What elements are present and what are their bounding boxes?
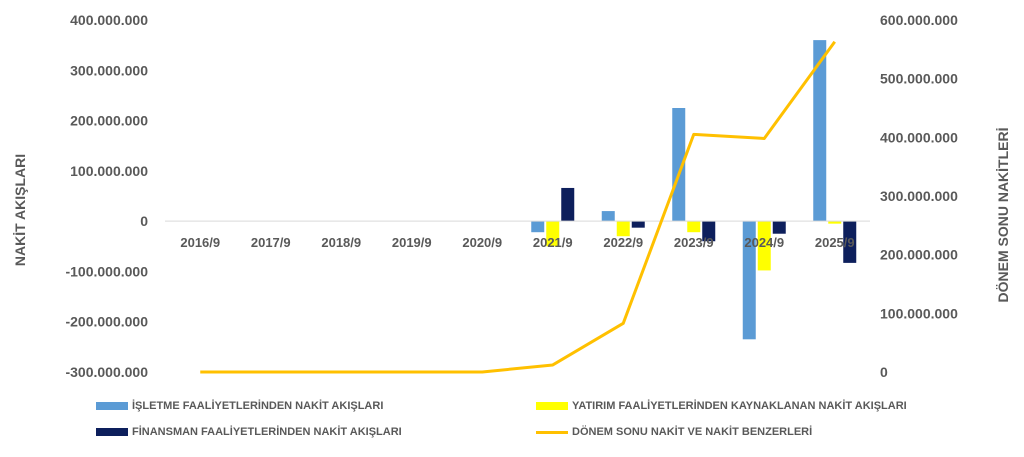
x-tick-label: 2024/9 xyxy=(744,235,784,250)
x-tick-label: 2016/9 xyxy=(180,235,220,250)
bars-layer xyxy=(531,40,857,340)
y-tick-label: -200.000.000 xyxy=(65,314,148,330)
y2-tick-label: 100.000.000 xyxy=(880,305,958,321)
legend-item-yatirim: YATIRIM FAALİYETLERİNDEN KAYNAKLANAN NAK… xyxy=(536,400,907,412)
y2-tick-label: 400.000.000 xyxy=(880,129,958,145)
bar-2-2024-9 xyxy=(757,221,771,271)
x-tick-label: 2021/9 xyxy=(533,235,573,250)
bar-3-2022-9 xyxy=(631,221,645,228)
bar-1-2024-9 xyxy=(742,221,756,340)
y-tick-label: 100.000.000 xyxy=(70,163,148,179)
y2-tick-label: 0 xyxy=(880,364,888,380)
y-tick-label: 0 xyxy=(140,213,148,229)
bar-3-2024-9 xyxy=(772,221,786,234)
bar-1-2021-9 xyxy=(531,221,545,233)
y2-tick-label: 300.000.000 xyxy=(880,188,958,204)
x-tick-label: 2025/9 xyxy=(815,235,855,250)
legend-swatch-finansman xyxy=(96,428,128,436)
bar-2-2021-9 xyxy=(546,221,560,247)
y-tick-label: 200.000.000 xyxy=(70,113,148,129)
legend-label-yatirim: YATIRIM FAALİYETLERİNDEN KAYNAKLANAN NAK… xyxy=(572,400,907,412)
legend-swatch-isletme xyxy=(96,402,128,410)
line-layer xyxy=(200,40,836,374)
y-tick-label: 300.000.000 xyxy=(70,62,148,78)
y2-axis-label: DÖNEM SONU NAKİTLERİ xyxy=(995,128,1011,303)
bar-3-2023-9 xyxy=(702,221,716,242)
bar-2-2025-9 xyxy=(828,221,842,224)
y2-tick-label: 500.000.000 xyxy=(880,71,958,87)
bar-2-2022-9 xyxy=(616,221,630,237)
legend-item-isletme: İŞLETME FAALİYETLERİNDEN NAKİT AKIŞLARI xyxy=(96,400,383,412)
legend-label-donem-sonu: DÖNEM SONU NAKİT VE NAKİT BENZERLERİ xyxy=(572,426,813,438)
x-tick-label: 2020/9 xyxy=(462,235,502,250)
cash-flow-chart: 2016/9 2017/9 2018/9 2019/9 2020/9 2021/9 2022… xyxy=(12,12,1011,380)
y-tick-label: 400.000.000 xyxy=(70,12,148,28)
bar-3-2025-9 xyxy=(843,221,857,263)
legend-label-isletme: İŞLETME FAALİYETLERİNDEN NAKİT AKIŞLARI xyxy=(132,400,384,412)
x-tick-label: 2017/9 xyxy=(251,235,291,250)
y-tick-labels: 400.000.000 300.000.000 200.000.000 100.000… xyxy=(65,12,148,380)
bar-1-2023-9 xyxy=(672,108,686,222)
legend-item-donem-sonu: DÖNEM SONU NAKİT VE NAKİT BENZERLERİ xyxy=(536,426,812,438)
bar-3-2021-9 xyxy=(561,187,575,222)
bar-1-2022-9 xyxy=(601,211,615,222)
y-tick-label: -100.000.000 xyxy=(65,263,148,279)
x-tick-labels: 2016/9 2017/9 2018/9 2019/9 2020/9 2021/9 2022… xyxy=(180,235,854,250)
legend-swatch-yatirim xyxy=(536,402,568,410)
x-tick-label: 2019/9 xyxy=(392,235,432,250)
x-tick-label: 2023/9 xyxy=(674,235,714,250)
y2-tick-labels: 600.000.000 500.000.000 400.000.000 300.000… xyxy=(880,12,958,380)
legend-swatch-donem-sonu xyxy=(536,430,568,434)
legend-label-finansman: FİNANSMAN FAALİYETLERİNDEN NAKİT AKIŞLAR… xyxy=(132,426,402,438)
legend-item-finansman: FİNANSMAN FAALİYETLERİNDEN NAKİT AKIŞLAR… xyxy=(96,426,402,438)
y2-tick-label: 200.000.000 xyxy=(880,247,958,263)
bar-1-2025-9 xyxy=(813,40,827,222)
bar-2-2023-9 xyxy=(687,221,701,233)
y-axis-label: NAKİT AKIŞLARI xyxy=(12,154,28,266)
x-tick-label: 2022/9 xyxy=(603,235,643,250)
legend: İŞLETME FAALİYETLERİNDEN NAKİT AKIŞLARI … xyxy=(0,396,1024,456)
y2-tick-label: 600.000.000 xyxy=(880,12,958,28)
x-tick-label: 2018/9 xyxy=(321,235,361,250)
line-series-donem-sonu xyxy=(200,40,836,374)
y-tick-label: -300.000.000 xyxy=(65,364,148,380)
